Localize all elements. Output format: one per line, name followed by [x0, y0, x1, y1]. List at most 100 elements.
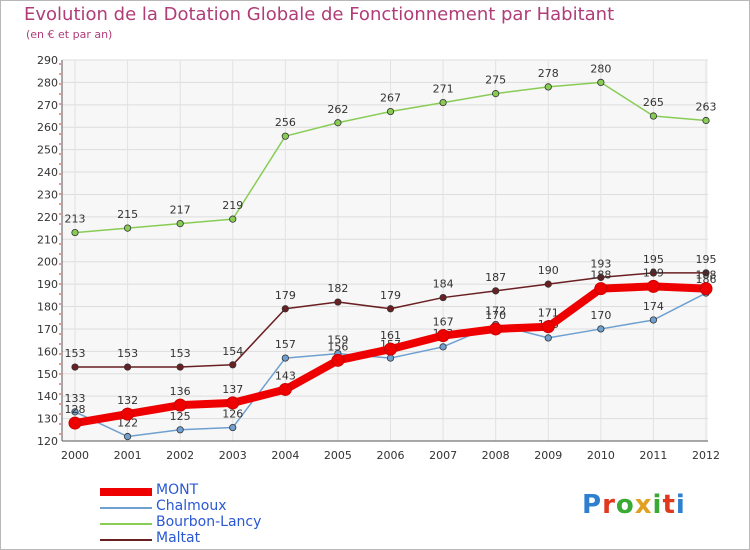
data-label: 170: [590, 309, 611, 322]
y-tick-label: 140: [37, 390, 58, 403]
data-point: [331, 353, 345, 367]
x-tick-label: 2008: [482, 449, 510, 462]
data-point: [229, 423, 237, 432]
legend-item-maltat: Maltat: [100, 530, 320, 548]
data-label: 265: [643, 96, 664, 109]
data-point: [439, 343, 447, 351]
logo-letter: r: [602, 490, 616, 520]
data-label: 126: [222, 408, 243, 421]
data-label: 143: [275, 369, 296, 382]
data-point: [176, 426, 184, 434]
data-point: [176, 220, 184, 228]
data-label: 187: [485, 271, 506, 284]
data-point: [544, 334, 552, 342]
legend-swatch-bourbon-lancy: [100, 523, 152, 525]
data-label: 153: [65, 347, 86, 360]
data-point: [594, 282, 608, 296]
data-label: 188: [590, 269, 611, 282]
data-label: 136: [170, 385, 191, 398]
data-point: [384, 342, 397, 356]
y-tick-label: 240: [37, 166, 58, 179]
data-label: 193: [590, 257, 611, 270]
data-label: 280: [590, 62, 611, 75]
data-point: [229, 215, 237, 223]
data-point: [281, 132, 289, 140]
x-tick-label: 2006: [377, 449, 405, 462]
legend-item-mont: MONT: [100, 482, 320, 500]
data-label: 215: [117, 208, 138, 221]
data-label: 133: [65, 392, 86, 405]
data-point: [281, 354, 289, 362]
x-tick-label: 2011: [639, 449, 667, 462]
data-point: [334, 119, 342, 127]
data-point: [71, 408, 79, 416]
x-tick-label: 2007: [429, 449, 457, 462]
data-point: [386, 305, 395, 313]
data-label: 278: [538, 67, 559, 80]
data-label: 125: [170, 410, 191, 423]
x-tick-label: 2012: [692, 449, 720, 462]
data-label: 189: [643, 266, 664, 279]
legend-item-chalmoux: Chalmoux: [100, 498, 320, 516]
data-point: [439, 293, 447, 302]
data-label: 256: [275, 116, 296, 129]
data-point: [649, 269, 658, 277]
x-tick-label: 2004: [271, 449, 299, 462]
data-point: [646, 279, 660, 293]
data-point: [176, 363, 184, 371]
plot-area: [62, 60, 708, 441]
data-label: 219: [222, 199, 243, 212]
legend-label-maltat: Maltat: [156, 530, 201, 546]
data-label: 182: [327, 282, 348, 295]
logo-letter: i: [675, 490, 686, 520]
data-point: [544, 83, 552, 91]
y-tick-label: 170: [37, 323, 58, 336]
legend-swatch-chalmoux: [100, 507, 152, 509]
proxiti-logo: Proxiti: [582, 490, 686, 520]
data-label: 137: [222, 383, 243, 396]
x-tick-label: 2000: [61, 449, 89, 462]
legend-swatch-maltat: [100, 539, 152, 541]
data-point: [597, 273, 605, 281]
data-point: [386, 354, 395, 362]
y-tick-label: 150: [37, 368, 58, 381]
logo-letter: x: [634, 490, 653, 520]
data-point: [492, 90, 500, 98]
logo-letter: t: [662, 490, 676, 520]
data-point: [649, 112, 658, 120]
chart-legend: MONT Chalmoux Bourbon-Lancy Maltat: [100, 482, 320, 548]
data-label: 213: [65, 213, 86, 226]
data-point: [123, 363, 132, 371]
legend-label-bourbon-lancy: Bourbon-Lancy: [156, 514, 262, 530]
data-label: 157: [275, 338, 296, 351]
data-point: [123, 432, 132, 441]
data-point: [334, 298, 342, 306]
data-label: 275: [485, 74, 506, 87]
data-label: 154: [222, 345, 243, 358]
data-point: [649, 316, 658, 324]
legend-swatch-mont: [100, 488, 152, 496]
data-label: 271: [433, 83, 454, 96]
y-tick-label: 120: [37, 435, 58, 448]
y-tick-label: 290: [37, 54, 58, 67]
legend-label-chalmoux: Chalmoux: [156, 498, 227, 514]
data-label: 128: [65, 403, 86, 416]
data-point: [492, 287, 500, 295]
data-point: [597, 78, 605, 87]
y-tick-label: 200: [37, 256, 58, 269]
data-point: [544, 280, 552, 288]
logo-letter: i: [652, 490, 663, 520]
data-label: 170: [485, 309, 506, 322]
data-label: 167: [433, 316, 454, 329]
data-label: 188: [696, 269, 717, 282]
data-label: 267: [380, 92, 401, 105]
data-label: 190: [538, 264, 559, 277]
chart-subtitle: (en € et par an): [26, 28, 113, 41]
data-point: [597, 325, 605, 333]
data-point: [386, 107, 395, 116]
data-label: 262: [327, 103, 348, 116]
data-label: 153: [117, 347, 138, 360]
data-point: [173, 398, 187, 412]
data-label: 179: [380, 289, 401, 302]
